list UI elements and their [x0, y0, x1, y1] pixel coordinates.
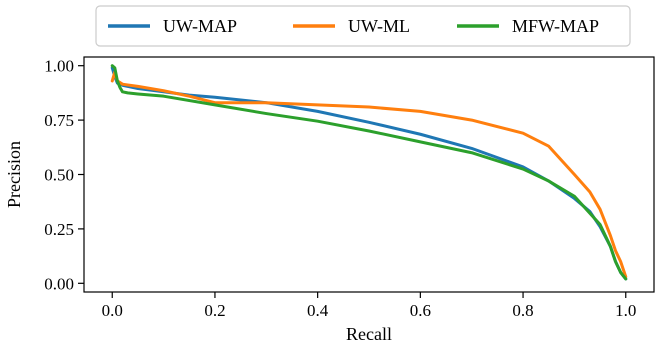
legend-frame: [95, 5, 631, 47]
y-tick-label: 0.50: [44, 166, 74, 185]
y-tick-label: 0.00: [44, 274, 74, 293]
legend-label-uw-map: UW-MAP: [163, 16, 237, 36]
legend-label-uw-ml: UW-ML: [348, 16, 410, 36]
y-tick-label: 0.25: [44, 220, 74, 239]
x-tick-label: 1.0: [615, 301, 636, 320]
x-axis-label: Recall: [346, 324, 392, 344]
legend: UW-MAP UW-ML MFW-MAP: [95, 5, 631, 47]
x-tick-label: 0.2: [204, 301, 225, 320]
legend-label-mfw-map: MFW-MAP: [512, 16, 599, 36]
x-axis-ticks: 0.0 0.2 0.4 0.6 0.8 1.0: [102, 292, 636, 320]
y-tick-label: 1.00: [44, 57, 74, 76]
x-tick-label: 0.8: [512, 301, 533, 320]
y-axis-ticks: 0.00 0.25 0.50 0.75 1.00: [44, 57, 84, 293]
y-tick-label: 0.75: [44, 111, 74, 130]
series-line-uw-ml: [110, 70, 628, 279]
series-layer: [110, 64, 628, 281]
x-tick-label: 0.6: [410, 301, 431, 320]
x-tick-label: 0.0: [102, 301, 123, 320]
y-axis-label: Precision: [4, 141, 24, 208]
series-line-mfw-map: [110, 64, 628, 281]
x-tick-label: 0.4: [307, 301, 329, 320]
